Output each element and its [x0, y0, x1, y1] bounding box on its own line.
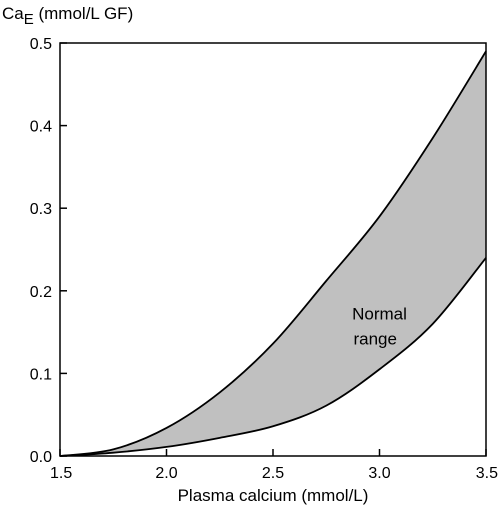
x-tick-label: 2.0 [155, 465, 177, 482]
upper-bound-line [59, 50, 487, 457]
y-axis-title: CaE (mmol/L GF) [2, 4, 133, 28]
y-tick-label: 0.5 [30, 36, 52, 53]
x-tick-label: 3.5 [476, 465, 498, 482]
y-tick-label: 0.3 [30, 201, 52, 218]
y-tick-label: 0.2 [30, 284, 52, 301]
x-axis-title: Plasma calcium (mmol/L) [178, 486, 369, 505]
x-tick-label: 2.5 [262, 465, 284, 482]
y-tick-label: 0.0 [30, 449, 52, 466]
band-fill [60, 51, 486, 456]
annotation-normal: Normal [352, 305, 407, 324]
x-tick-label: 3.0 [368, 465, 390, 482]
axis-ticks: 0.0 0.1 0.2 0.3 0.4 0.5 1.5 2.0 2.5 3.0 3.5 [30, 36, 498, 482]
x-tick-label: 1.5 [50, 465, 72, 482]
y-axis-title-units: (mmol/L GF) [34, 4, 133, 23]
annotation-range: range [353, 329, 396, 348]
y-axis-title-subscript: E [24, 11, 34, 28]
y-tick-label: 0.4 [30, 119, 52, 136]
lower-bound-line [59, 257, 487, 457]
normal-range-band [59, 50, 487, 457]
y-tick-label: 0.1 [30, 366, 52, 383]
y-axis-title-main: Ca [2, 4, 24, 23]
